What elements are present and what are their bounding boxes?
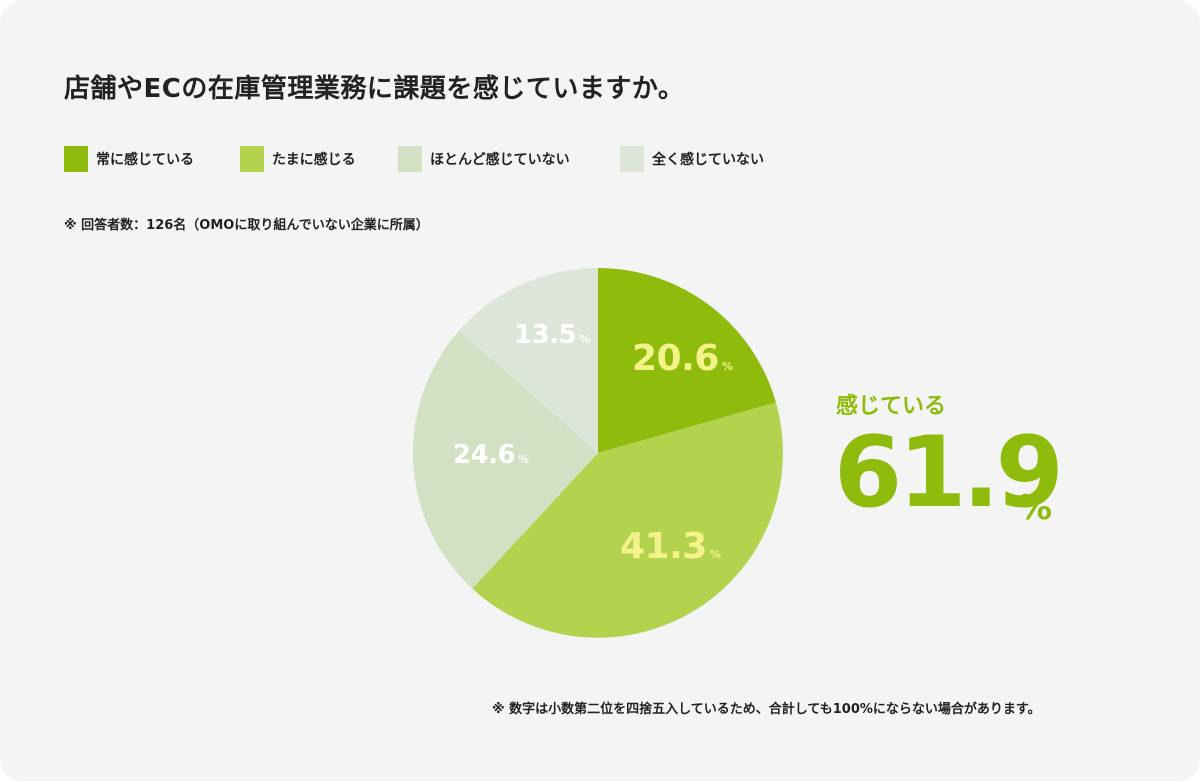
legend-swatch [620, 146, 644, 172]
slice-unit: % [579, 333, 590, 346]
slice-value: 20.6 [632, 338, 719, 379]
legend-label: ほとんど感じていない [430, 152, 570, 168]
legend-label: 常に感じている [96, 152, 194, 168]
legend-item-never: 全く感じていない [620, 146, 764, 172]
slice-unit: % [721, 360, 733, 373]
summary-unit: % [1018, 488, 1053, 528]
legend-item-sometimes: たまに感じる [240, 146, 398, 172]
pie-slice-sometimes [472, 402, 783, 638]
rounding-note: ※ 数字は小数第二位を四捨五入しているため、合計しても100%にならない場合があ… [492, 702, 1041, 717]
legend-label: たまに感じる [272, 152, 356, 168]
pie-slice-rarely [412, 330, 598, 589]
legend-item-rarely: ほとんど感じていない [398, 146, 620, 172]
summary-label: 感じている [836, 394, 947, 419]
slice-value: 41.3 [620, 526, 707, 567]
summary-value: 61.9 [834, 416, 1064, 530]
legend-label: 全く感じていない [652, 152, 764, 168]
slice-label-sometimes: 41.3% [620, 526, 721, 567]
slice-value: 24.6 [453, 440, 516, 470]
slice-label-always: 20.6% [632, 338, 733, 379]
slice-unit: % [709, 548, 721, 561]
pie-slice-never [459, 267, 598, 453]
legend: 常に感じている たまに感じる ほとんど感じていない 全く感じていない [64, 146, 764, 172]
slice-unit: % [518, 453, 529, 466]
legend-swatch [240, 146, 264, 172]
chart-title: 店舗やECの在庫管理業務に課題を感じていますか。 [64, 74, 685, 104]
legend-swatch [398, 146, 422, 172]
slice-value: 13.5 [514, 320, 577, 350]
legend-swatch [64, 146, 88, 172]
respondent-note: ※ 回答者数：126名（OMOに取り組んでいない企業に所属） [64, 218, 429, 233]
legend-item-always: 常に感じている [64, 146, 240, 172]
slice-label-never: 13.5% [514, 320, 590, 350]
slice-label-rarely: 24.6% [453, 440, 529, 470]
pie-slice-always [598, 268, 776, 453]
